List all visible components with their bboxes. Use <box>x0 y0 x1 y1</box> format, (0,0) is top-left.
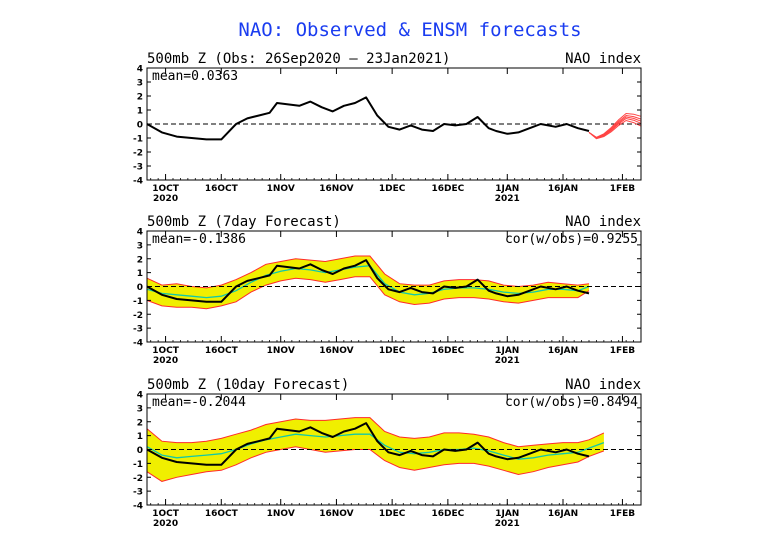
x-tick-label: 16JAN <box>548 346 578 356</box>
y-tick-label: -2 <box>133 149 143 159</box>
panel-0-title-right: NAO index <box>565 51 641 67</box>
x-tick-label: 1DEC <box>379 509 406 519</box>
ensemble-min-line <box>146 446 605 482</box>
y-tick-label: 1 <box>137 107 143 117</box>
x-tick-label: 1JAN <box>495 346 519 356</box>
x-tick-label: 1NOV <box>267 184 295 194</box>
panel-1-title-right: NAO index <box>565 214 641 230</box>
y-tick-label: -4 <box>133 339 143 349</box>
y-tick-label: 4 <box>137 65 143 75</box>
x-tick-year-label: 2021 <box>495 356 520 366</box>
y-tick-label: 4 <box>137 228 143 238</box>
x-tick-label: 1OCT <box>152 509 180 519</box>
x-tick-year-label: 2020 <box>153 194 178 204</box>
y-tick-label: -1 <box>133 135 143 145</box>
x-tick-label: 16OCT <box>205 346 239 356</box>
x-tick-label: 16JAN <box>548 509 578 519</box>
y-tick-label: -4 <box>133 502 143 512</box>
panel-1-cor: cor(w/obs)=0.9255 <box>505 232 638 247</box>
x-tick-year-label: 2020 <box>153 356 178 366</box>
x-tick-label: 16JAN <box>548 184 578 194</box>
panel-0-title-left: 500mb Z (Obs: 26Sep2020 — 23Jan2021) <box>147 51 450 67</box>
y-tick-label: -1 <box>133 460 143 470</box>
panel-2-title-right: NAO index <box>565 377 641 393</box>
ensemble-min-line <box>146 276 590 310</box>
x-tick-year-label: 2020 <box>153 519 178 529</box>
x-tick-year-label: 2021 <box>495 194 520 204</box>
x-tick-label: 16NOV <box>319 509 353 519</box>
y-tick-label: 3 <box>137 241 143 251</box>
x-tick-label: 1JAN <box>495 184 519 194</box>
x-tick-label: 1FEB <box>610 184 636 194</box>
panel-2-mean: mean=-0.2044 <box>152 395 246 410</box>
y-tick-label: -3 <box>133 488 143 498</box>
x-tick-year-label: 2021 <box>495 519 520 529</box>
x-tick-label: 1NOV <box>267 346 295 356</box>
y-tick-label: 2 <box>137 93 143 103</box>
forecast-tail-member <box>588 112 642 138</box>
ensemble-max-line <box>146 417 605 448</box>
y-tick-label: -1 <box>133 297 143 307</box>
x-tick-label: 16NOV <box>319 346 353 356</box>
observed-nao-line <box>146 259 590 303</box>
y-tick-label: -3 <box>133 163 143 173</box>
y-tick-label: 4 <box>137 391 143 401</box>
y-tick-label: -2 <box>133 474 143 484</box>
y-tick-label: 3 <box>137 404 143 414</box>
x-tick-label: 1DEC <box>379 184 406 194</box>
x-tick-label: 1JAN <box>495 509 519 519</box>
y-tick-label: -3 <box>133 325 143 335</box>
y-tick-label: 3 <box>137 79 143 89</box>
y-tick-label: 2 <box>137 255 143 265</box>
y-tick-label: 1 <box>137 269 143 279</box>
y-tick-label: 0 <box>137 283 143 293</box>
y-tick-label: -4 <box>133 177 143 187</box>
panel-0-mean: mean=0.0363 <box>152 69 238 84</box>
y-tick-label: 2 <box>137 418 143 428</box>
figure-title: NAO: Observed & ENSM forecasts <box>238 19 581 41</box>
y-tick-label: 1 <box>137 432 143 442</box>
x-tick-label: 16DEC <box>431 346 464 356</box>
observed-nao-line <box>146 422 590 466</box>
panel-1-title-left: 500mb Z (7day Forecast) <box>147 214 341 230</box>
observed-nao-line <box>146 96 590 141</box>
panel-1-mean: mean=-0.1386 <box>152 232 246 247</box>
y-tick-label: 0 <box>137 121 143 131</box>
x-tick-label: 16DEC <box>431 509 464 519</box>
panel-observed: 500mb Z (Obs: 26Sep2020 — 23Jan2021) NAO… <box>133 51 642 204</box>
x-tick-label: 16DEC <box>431 184 464 194</box>
y-tick-label: -2 <box>133 311 143 321</box>
panel-7day-forecast: 500mb Z (7day Forecast) NAO index mean=-… <box>133 214 642 366</box>
x-tick-label: 1FEB <box>610 509 636 519</box>
x-tick-label: 1OCT <box>152 184 180 194</box>
x-tick-label: 1NOV <box>267 509 295 519</box>
panel-2-title-left: 500mb Z (10day Forecast) <box>147 377 349 393</box>
x-tick-label: 16NOV <box>319 184 353 194</box>
x-tick-label: 1FEB <box>610 346 636 356</box>
x-tick-label: 16OCT <box>205 184 239 194</box>
panel-2-cor: cor(w/obs)=0.8494 <box>505 395 638 410</box>
x-tick-label: 16OCT <box>205 509 239 519</box>
panel-10day-forecast: 500mb Z (10day Forecast) NAO index mean=… <box>133 377 642 529</box>
x-tick-label: 1DEC <box>379 346 406 356</box>
x-tick-label: 1OCT <box>152 346 180 356</box>
y-tick-label: 0 <box>137 446 143 456</box>
